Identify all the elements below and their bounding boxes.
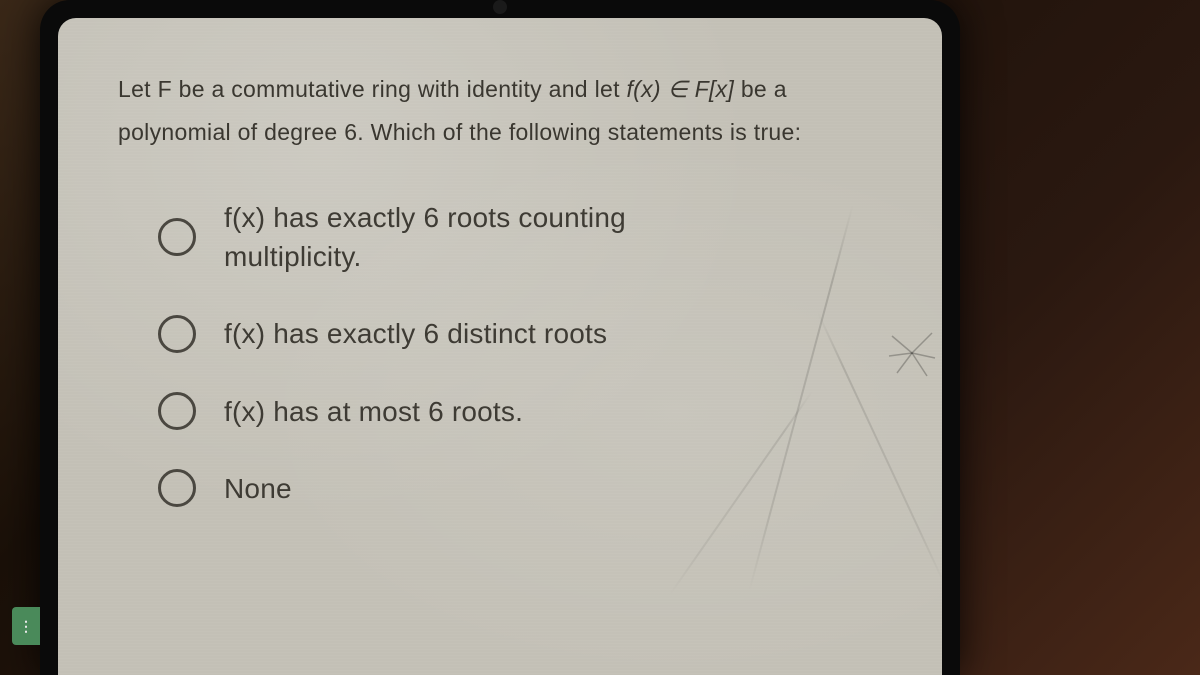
radio-icon[interactable] — [158, 392, 196, 430]
badge-icon: ⋮ — [19, 618, 33, 635]
option-1-line2: multiplicity. — [224, 241, 361, 272]
phone-frame: ⋮ Let F be a commutative ring with ident… — [40, 0, 960, 675]
option-3[interactable]: f(x) has at most 6 roots. — [158, 392, 887, 431]
option-3-text: f(x) has at most 6 roots. — [224, 392, 523, 431]
camera-notch — [493, 0, 507, 14]
option-2-text: f(x) has exactly 6 distinct roots — [224, 314, 607, 353]
option-4-text: None — [224, 469, 292, 508]
question-line1-prefix: Let F be a commutative ring with identit… — [118, 76, 626, 102]
screen-crack-center — [887, 328, 937, 378]
option-2[interactable]: f(x) has exactly 6 distinct roots — [158, 314, 887, 353]
question-formula: f(x) ∈ F[x] — [626, 76, 734, 102]
radio-icon[interactable] — [158, 469, 196, 507]
options-list: f(x) has exactly 6 roots counting multip… — [118, 198, 887, 508]
option-1-line1: f(x) has exactly 6 roots counting — [224, 202, 626, 233]
question-line1-suffix: be a — [734, 76, 787, 102]
side-badge[interactable]: ⋮ — [12, 607, 40, 645]
radio-icon[interactable] — [158, 315, 196, 353]
quiz-screen: Let F be a commutative ring with identit… — [58, 18, 942, 675]
question-text: Let F be a commutative ring with identit… — [118, 68, 887, 153]
option-1[interactable]: f(x) has exactly 6 roots counting multip… — [158, 198, 887, 276]
question-line2: polynomial of degree 6. Which of the fol… — [118, 119, 801, 145]
radio-icon[interactable] — [158, 218, 196, 256]
option-1-text: f(x) has exactly 6 roots counting multip… — [224, 198, 626, 276]
option-4[interactable]: None — [158, 469, 887, 508]
